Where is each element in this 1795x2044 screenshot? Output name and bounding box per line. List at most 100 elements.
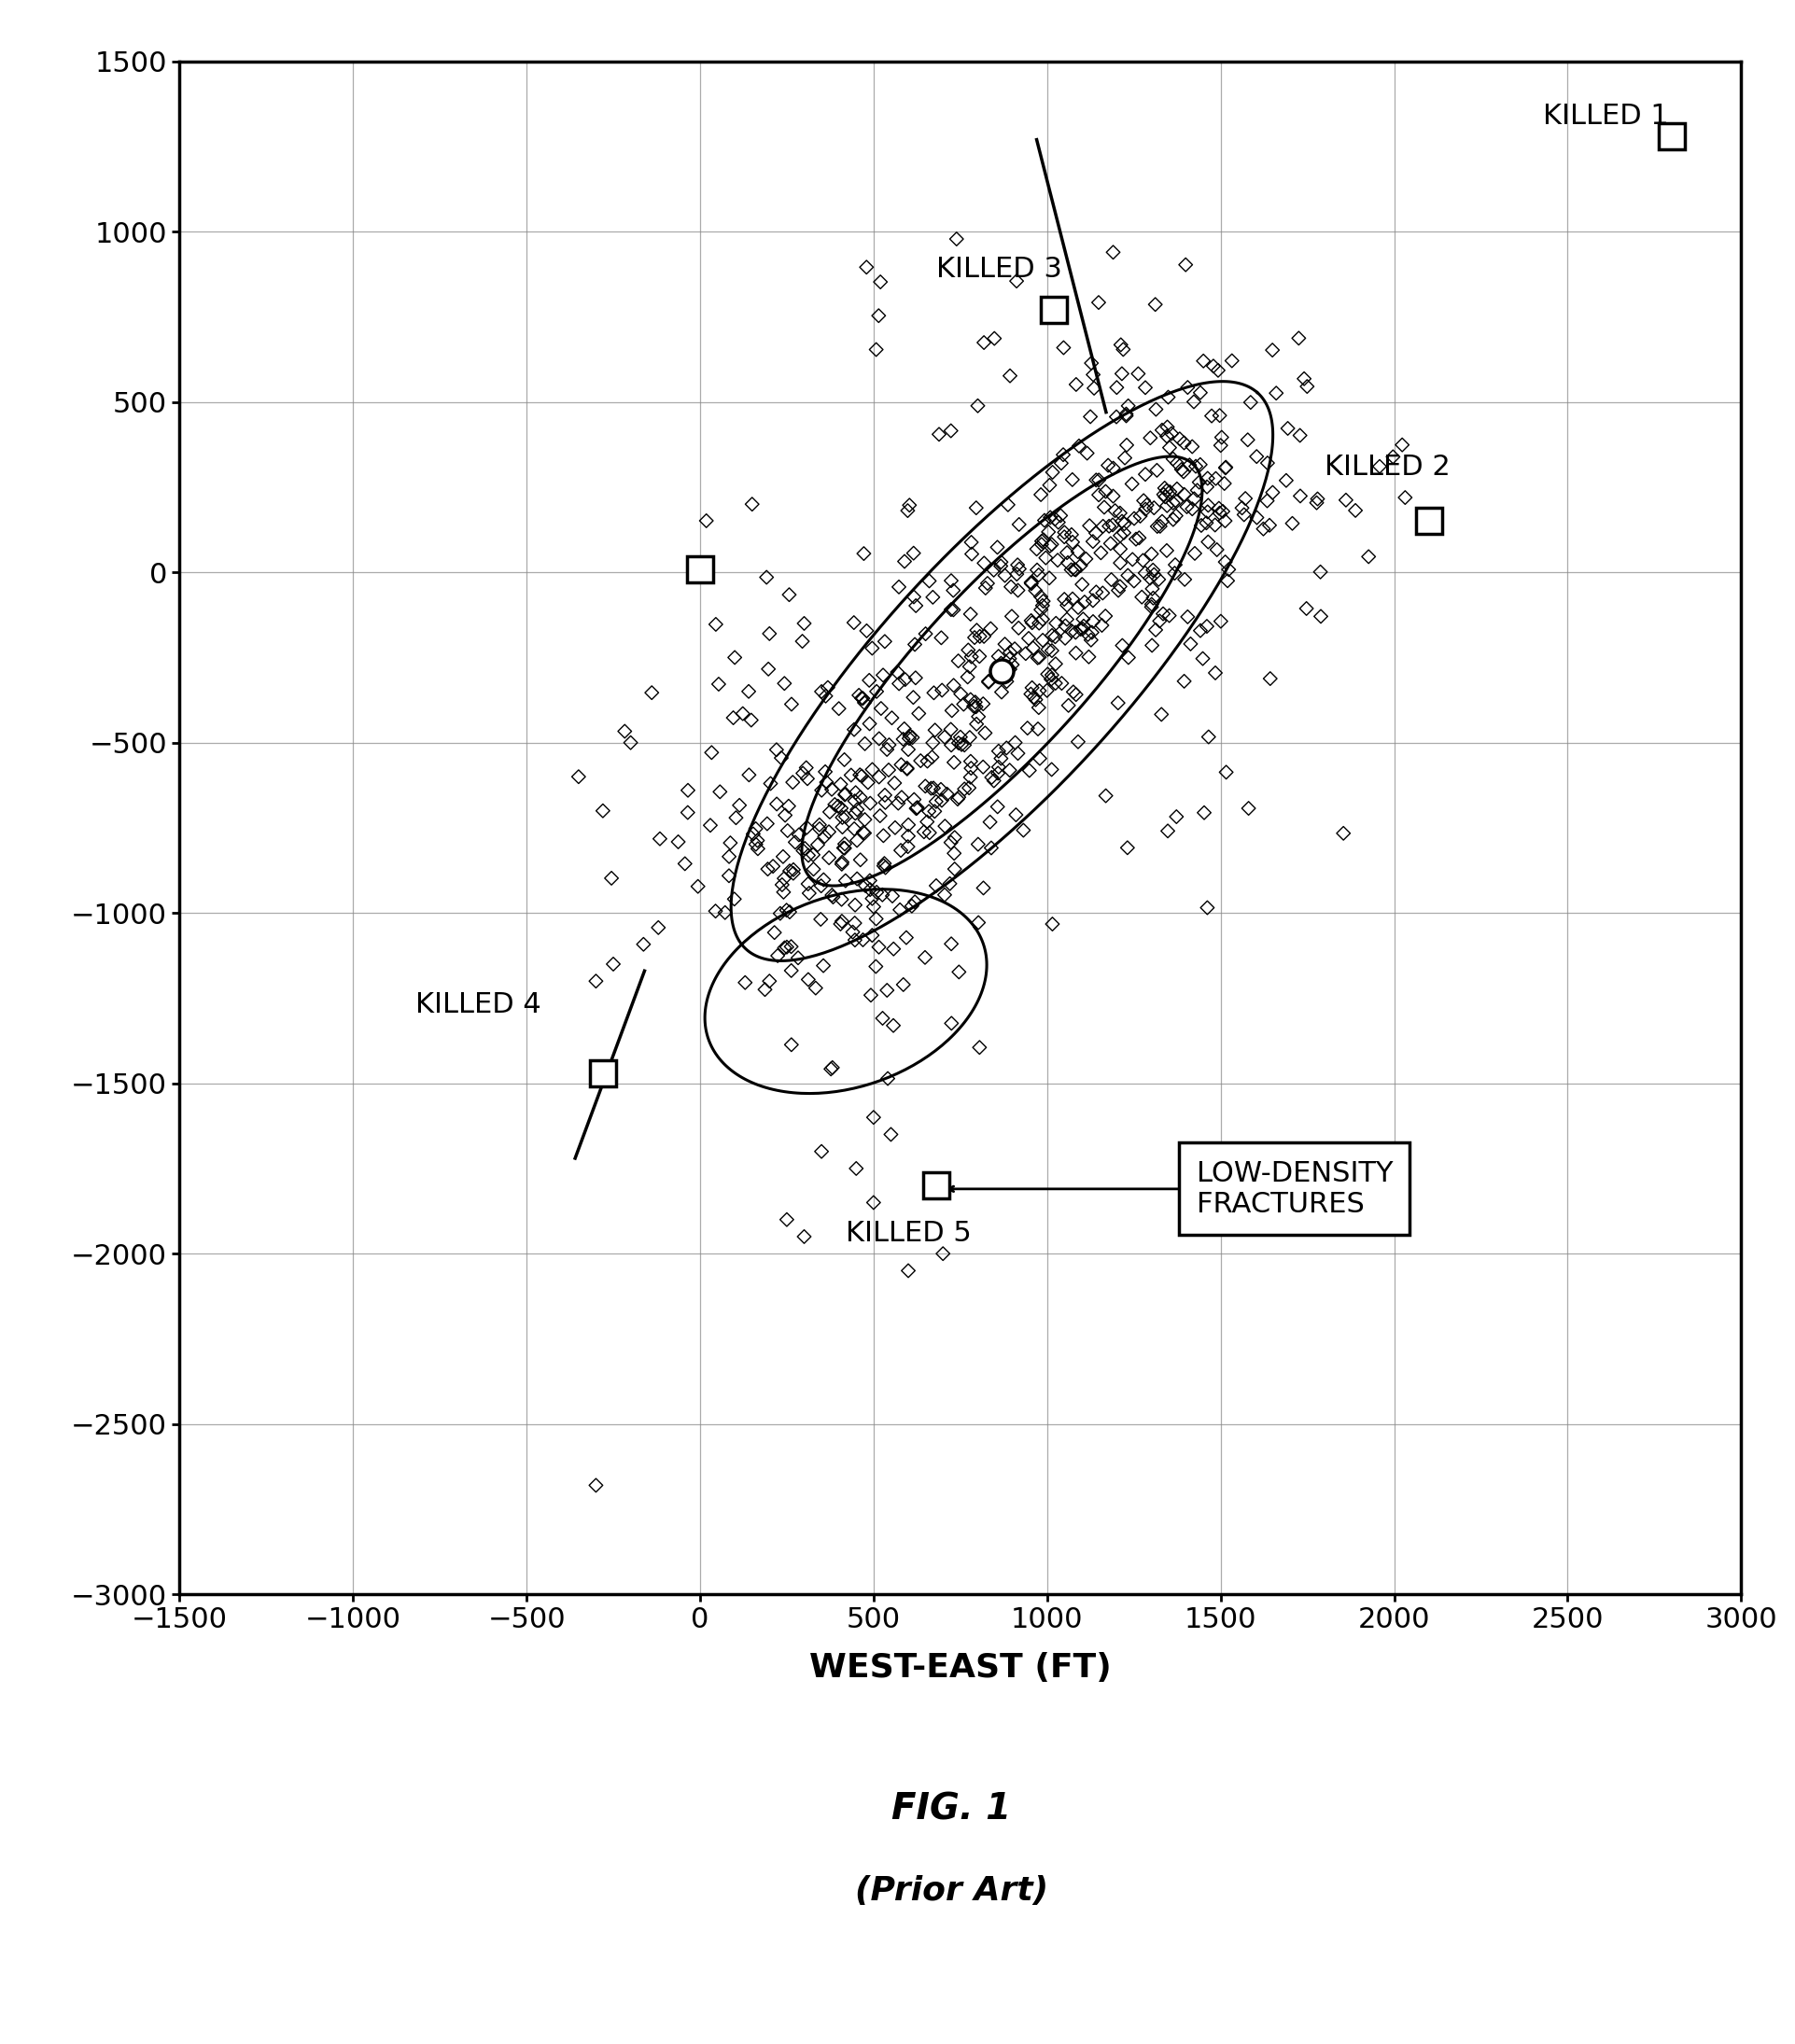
Point <box>919 677 948 709</box>
Point <box>880 766 908 799</box>
Point <box>1099 452 1127 484</box>
Point <box>1152 489 1181 521</box>
Point <box>894 1255 923 1288</box>
Point <box>919 773 948 805</box>
Point <box>813 670 842 703</box>
Point <box>1212 452 1240 484</box>
Point <box>673 797 702 830</box>
Point <box>598 863 626 895</box>
Point <box>862 333 890 366</box>
Point <box>1045 507 1073 540</box>
Point <box>817 1053 845 1085</box>
Point <box>1020 632 1048 664</box>
Point <box>1212 452 1240 484</box>
Point <box>714 840 743 873</box>
Point <box>1133 489 1161 521</box>
Point <box>1003 738 1032 771</box>
Point <box>1138 591 1167 623</box>
Point <box>892 752 921 785</box>
Point <box>1140 491 1169 523</box>
Point <box>871 779 899 811</box>
Point <box>1273 464 1301 497</box>
Point <box>892 752 921 785</box>
Point <box>928 785 957 818</box>
Point <box>1075 509 1104 542</box>
Point <box>1016 605 1045 638</box>
Text: (Prior Art): (Prior Art) <box>854 1874 1048 1907</box>
Point <box>1179 482 1208 515</box>
Point <box>953 634 982 666</box>
Point <box>950 689 978 722</box>
Point <box>842 1153 871 1186</box>
Point <box>874 1063 903 1096</box>
Point <box>1204 354 1233 386</box>
Point <box>777 955 806 987</box>
Point <box>937 826 966 858</box>
Point <box>1082 576 1111 609</box>
Point <box>1147 413 1176 446</box>
Point <box>840 908 869 940</box>
Point <box>912 771 941 803</box>
Point <box>1194 525 1222 558</box>
Point <box>1021 683 1050 715</box>
Point <box>1147 699 1176 732</box>
Point <box>915 564 944 597</box>
Point <box>725 789 754 822</box>
Point <box>937 713 966 746</box>
Point <box>962 691 991 724</box>
Point <box>987 677 1016 709</box>
Point <box>1036 468 1064 501</box>
Point <box>777 930 806 963</box>
Point <box>939 746 968 779</box>
Point <box>1158 417 1186 450</box>
Point <box>1391 480 1420 513</box>
Point <box>734 758 763 791</box>
Point <box>944 644 973 677</box>
Point <box>589 795 617 828</box>
Point <box>1061 615 1090 648</box>
Point <box>1059 677 1088 709</box>
Point <box>1106 546 1134 578</box>
Point <box>770 799 799 832</box>
Point <box>1154 380 1183 413</box>
Point <box>858 632 887 664</box>
Point <box>885 666 914 699</box>
Point <box>930 879 959 912</box>
Point <box>691 505 720 538</box>
Point <box>1041 607 1070 640</box>
Point <box>874 728 903 760</box>
Point <box>1185 466 1213 499</box>
Point <box>1174 372 1203 405</box>
Point <box>775 578 804 611</box>
Point <box>1228 493 1256 525</box>
Point <box>772 893 801 926</box>
Point <box>901 662 930 695</box>
Point <box>883 787 912 820</box>
Point <box>628 928 657 961</box>
Point <box>1212 756 1240 789</box>
Point <box>790 832 819 865</box>
Point <box>1285 321 1314 354</box>
Point <box>1178 431 1206 464</box>
Point <box>955 650 984 683</box>
Point <box>896 489 924 521</box>
Point <box>840 924 869 957</box>
Point <box>770 863 799 895</box>
Point <box>1104 574 1133 607</box>
Point <box>720 883 749 916</box>
Point <box>1106 570 1134 603</box>
Point <box>810 863 838 895</box>
Point <box>811 756 840 789</box>
Point <box>914 805 942 838</box>
Point <box>1262 376 1291 409</box>
Point <box>788 834 817 867</box>
Point <box>777 689 806 722</box>
Point <box>901 589 930 621</box>
Point <box>1194 462 1222 495</box>
Point <box>792 811 820 844</box>
Point <box>998 648 1027 681</box>
Point <box>1127 580 1156 613</box>
Point <box>1059 583 1088 615</box>
Point <box>1388 429 1416 462</box>
Point <box>845 844 874 877</box>
